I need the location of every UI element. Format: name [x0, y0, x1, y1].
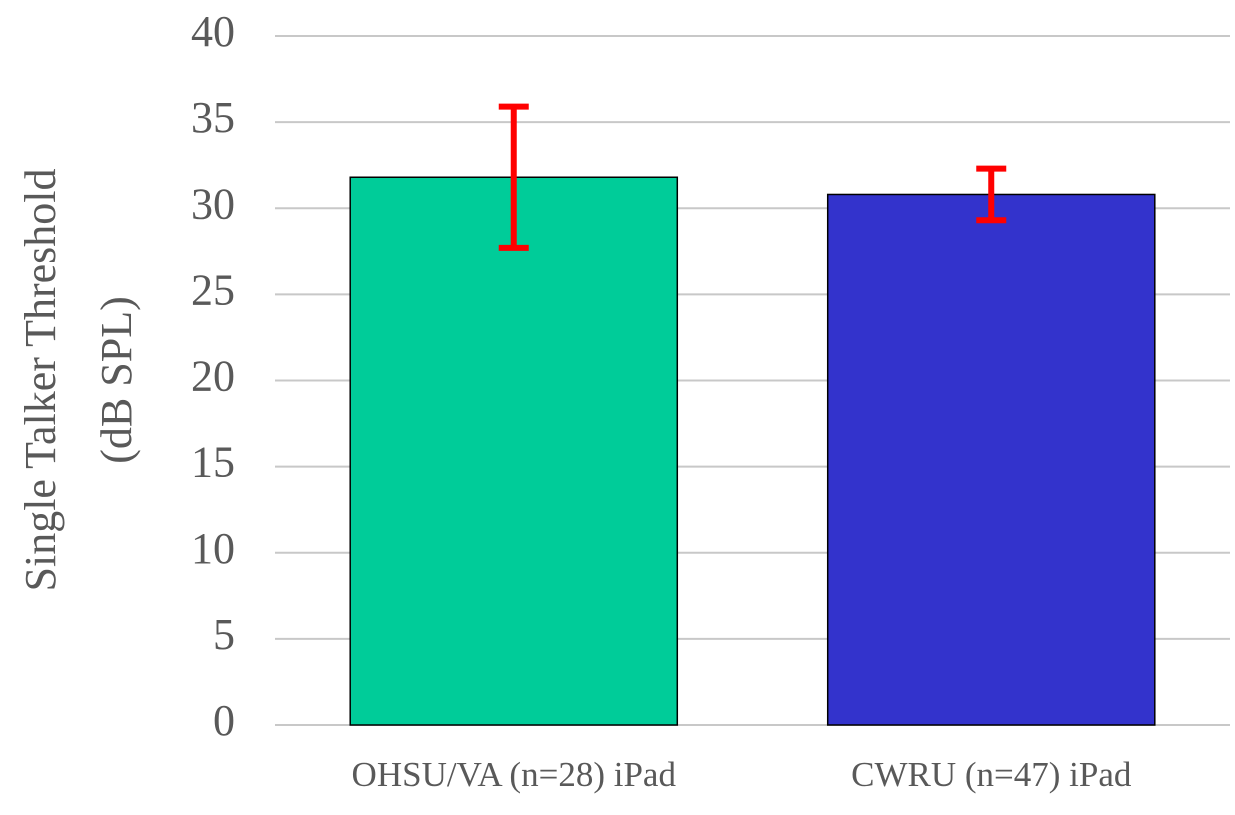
y-tick-label: 40	[191, 7, 235, 56]
error-bar	[976, 165, 1007, 224]
x-tick-label: OHSU/VA (n=28) iPad	[352, 755, 677, 794]
y-tick-label: 15	[191, 438, 235, 487]
error-bar	[498, 103, 529, 251]
y-tick-label: 25	[191, 265, 235, 314]
y-axis-label-line: (dB SPL)	[92, 296, 141, 463]
y-tick-label: 35	[191, 93, 235, 142]
y-tick-label: 30	[191, 179, 235, 228]
y-axis-label: Single Talker Threshold (dB SPL)	[16, 168, 141, 591]
bar	[826, 193, 1156, 726]
x-tick-label: CWRU (n=47) iPad	[851, 755, 1132, 794]
y-tick-label: 20	[191, 352, 235, 401]
y-tick-label: 5	[213, 610, 235, 659]
y-tick-label: 0	[213, 696, 235, 745]
y-axis-label-line: Single Talker Threshold	[16, 168, 65, 591]
y-tick-label: 10	[191, 524, 235, 573]
bar	[349, 176, 679, 726]
